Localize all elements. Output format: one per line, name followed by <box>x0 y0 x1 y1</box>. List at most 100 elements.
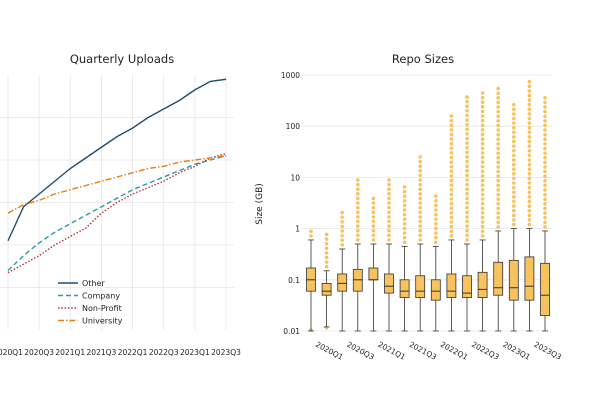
flier-2021Q4-8 <box>418 201 423 205</box>
flier-2023Q4-17 <box>543 146 547 151</box>
flier-2022Q3-25 <box>465 122 469 127</box>
flier-2023Q2-16 <box>512 148 516 153</box>
chart-title-quarterly-uploads: Quarterly Uploads <box>70 52 174 66</box>
flier-2020Q4-10 <box>356 192 360 196</box>
flier-2022Q2-20 <box>449 141 454 146</box>
right-xtick-2022Q3: 2022Q3 <box>470 340 501 362</box>
flier-2022Q3-22 <box>465 136 469 141</box>
flier-2021Q2-10 <box>387 192 391 196</box>
flier-2022Q2-0 <box>449 234 454 238</box>
flier-2023Q3-30 <box>527 84 532 89</box>
flier-2022Q3-16 <box>465 164 469 168</box>
flier-2022Q2-3 <box>449 220 454 224</box>
flier-2021Q1-2 <box>371 228 376 233</box>
flier-2022Q3-21 <box>465 141 469 145</box>
flier-2021Q4-16 <box>418 164 423 168</box>
flier-2022Q3-6 <box>465 210 469 215</box>
flier-2023Q4-21 <box>543 128 547 132</box>
flier-2022Q2-9 <box>449 192 454 197</box>
left-gridlines <box>0 75 234 330</box>
flier-2021Q4-13 <box>418 178 423 182</box>
flier-2022Q4-4 <box>480 215 485 220</box>
flier-2021Q2-5 <box>387 215 391 219</box>
legend-label-other: Other <box>82 279 105 288</box>
flier-2022Q4-18 <box>480 151 485 155</box>
box-2021Q2 <box>384 178 394 332</box>
flier-2022Q3-24 <box>465 127 469 132</box>
flier-2022Q1-2 <box>434 231 438 235</box>
flier-2023Q1-2 <box>496 215 501 220</box>
box-body-2023Q4 <box>540 262 550 316</box>
flier-2023Q1-20 <box>496 132 501 137</box>
left-xtick-2020Q3: 2020Q3 <box>24 348 54 357</box>
flier-2023Q2-12 <box>512 167 516 172</box>
flier-2020Q2-6 <box>324 237 329 241</box>
flier-2021Q2-8 <box>387 201 391 205</box>
box-body-2022Q3 <box>462 275 472 298</box>
flier-2022Q1-8 <box>434 203 438 208</box>
flier-2022Q4-15 <box>480 164 485 169</box>
right-boxes <box>306 79 550 332</box>
flier-2023Q2-24 <box>512 112 516 116</box>
box-2020Q4 <box>352 178 363 332</box>
flier-2020Q4-1 <box>356 233 360 238</box>
left-xtick-2020Q1: 2020Q1 <box>0 348 23 357</box>
flier-2023Q1-5 <box>496 202 501 206</box>
flier-2022Q4-13 <box>480 174 485 178</box>
flier-2021Q3-11 <box>402 189 407 194</box>
flier-2022Q2-16 <box>449 160 454 164</box>
flier-2023Q2-22 <box>512 121 516 125</box>
flier-2023Q2-21 <box>512 125 516 130</box>
flier-2023Q2-14 <box>512 158 516 162</box>
flier-2020Q3-6 <box>340 215 345 220</box>
flier-2022Q1-1 <box>434 235 438 240</box>
right-gridlines <box>302 74 552 332</box>
flier-2022Q2-11 <box>449 183 454 187</box>
flier-2023Q3-7 <box>527 190 532 195</box>
flier-2020Q3-1 <box>340 238 345 243</box>
flier-2021Q2-7 <box>387 205 391 210</box>
flier-2023Q2-5 <box>512 199 516 204</box>
right-xtick-2021Q1: 2021Q1 <box>376 340 407 362</box>
flier-2023Q2-13 <box>512 162 516 167</box>
flier-2022Q3-1 <box>465 233 469 238</box>
flier-2020Q2-1 <box>324 260 329 264</box>
legend-label-non-profit: Non-Profit <box>82 304 122 313</box>
flier-2023Q4-26 <box>543 105 547 109</box>
flier-2023Q3-8 <box>527 185 532 190</box>
flier-2023Q3-10 <box>527 176 532 181</box>
flier-2022Q4-26 <box>480 114 485 118</box>
flier-2020Q4-5 <box>356 215 360 219</box>
flier-2022Q4-28 <box>480 105 485 109</box>
flier-2023Q3-25 <box>527 107 532 112</box>
flier-2023Q1-27 <box>496 100 501 105</box>
flier-2022Q3-26 <box>465 118 469 122</box>
flier-2023Q4-0 <box>543 225 547 229</box>
box-body-2022Q2 <box>446 273 457 298</box>
flier-2022Q2-26 <box>449 114 454 118</box>
flier-2023Q1-19 <box>496 137 501 142</box>
series-line-other <box>7 78 227 242</box>
box-body-2022Q1 <box>430 279 441 301</box>
flier-2022Q3-23 <box>465 132 469 136</box>
flier-2021Q4-17 <box>418 159 423 164</box>
flier-2023Q2-6 <box>512 195 516 199</box>
box-2023Q3 <box>524 79 535 332</box>
left-xtick-2023Q1: 2023Q1 <box>180 348 210 357</box>
flier-2020Q4-13 <box>356 178 360 182</box>
flier-2022Q4-7 <box>480 201 485 206</box>
flier-2021Q3-12 <box>402 185 407 189</box>
flier-2023Q4-9 <box>543 183 547 188</box>
flier-2023Q1-13 <box>496 165 501 169</box>
flier-2022Q1-6 <box>434 212 438 217</box>
box-body-2021Q2 <box>384 273 394 294</box>
flier-2022Q3-14 <box>465 173 469 178</box>
right-xtick-2022Q1: 2022Q1 <box>439 340 470 362</box>
flier-2021Q4-10 <box>418 192 423 196</box>
right-ytick-1000: 1000 <box>281 71 300 80</box>
flier-2021Q3-1 <box>402 235 407 240</box>
flier-2023Q3-28 <box>527 93 532 98</box>
flier-2022Q2-18 <box>449 151 454 155</box>
box-body-2023Q2 <box>508 259 519 301</box>
